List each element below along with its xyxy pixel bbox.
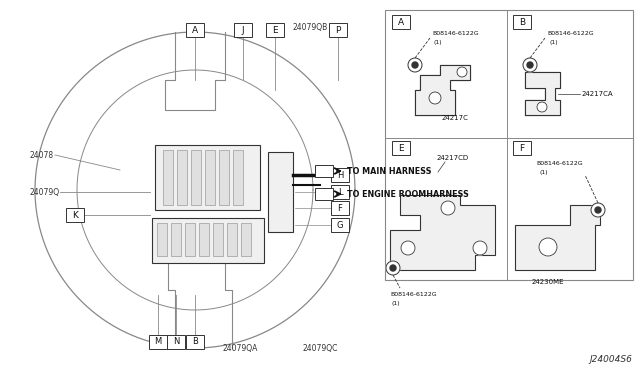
- Text: B08146-6122G: B08146-6122G: [390, 292, 436, 298]
- Text: 24079Q: 24079Q: [30, 187, 60, 196]
- Bar: [213, 223, 223, 256]
- Text: 24230ME: 24230ME: [532, 279, 564, 285]
- Text: F: F: [337, 203, 342, 212]
- Bar: [315, 188, 333, 200]
- Bar: [205, 150, 215, 205]
- Polygon shape: [525, 72, 560, 115]
- Text: 24079QA: 24079QA: [222, 343, 258, 353]
- Bar: [227, 223, 237, 256]
- Bar: [513, 15, 531, 29]
- Bar: [315, 165, 333, 177]
- Text: M: M: [154, 337, 162, 346]
- Text: B: B: [519, 17, 525, 26]
- Text: 24078: 24078: [30, 151, 54, 160]
- Bar: [234, 23, 252, 37]
- Circle shape: [527, 62, 533, 68]
- Text: E: E: [272, 26, 278, 35]
- Circle shape: [537, 102, 547, 112]
- Bar: [266, 23, 284, 37]
- Bar: [186, 335, 204, 349]
- Circle shape: [457, 67, 467, 77]
- Polygon shape: [415, 65, 470, 115]
- Bar: [155, 145, 260, 210]
- Bar: [331, 185, 349, 199]
- Circle shape: [408, 58, 422, 72]
- Circle shape: [523, 58, 537, 72]
- Bar: [233, 150, 243, 205]
- Text: J: J: [242, 26, 244, 35]
- Text: B: B: [192, 337, 198, 346]
- Bar: [66, 208, 84, 222]
- Text: P: P: [335, 26, 340, 35]
- Polygon shape: [515, 205, 600, 270]
- Text: K: K: [72, 211, 78, 219]
- Text: 24217CA: 24217CA: [582, 91, 614, 97]
- Text: B08146-6122G: B08146-6122G: [547, 31, 594, 35]
- Text: 24079QC: 24079QC: [302, 343, 338, 353]
- Bar: [191, 150, 201, 205]
- Bar: [392, 141, 410, 155]
- Circle shape: [441, 201, 455, 215]
- Text: B08146-6122G: B08146-6122G: [432, 31, 479, 35]
- Circle shape: [412, 62, 418, 68]
- Text: B08146-6122G: B08146-6122G: [536, 160, 582, 166]
- Bar: [392, 15, 410, 29]
- Text: 24079QB: 24079QB: [292, 22, 328, 32]
- Text: 24217CD: 24217CD: [437, 155, 469, 161]
- Text: (1): (1): [434, 39, 443, 45]
- Circle shape: [386, 261, 400, 275]
- Bar: [149, 335, 167, 349]
- Text: (1): (1): [540, 170, 548, 174]
- Circle shape: [539, 238, 557, 256]
- Bar: [167, 335, 185, 349]
- Bar: [152, 218, 264, 263]
- Text: G: G: [337, 221, 343, 230]
- Text: (1): (1): [549, 39, 557, 45]
- Circle shape: [390, 265, 396, 271]
- Circle shape: [401, 241, 415, 255]
- Bar: [241, 223, 251, 256]
- Text: TO MAIN HARNESS: TO MAIN HARNESS: [347, 167, 431, 176]
- Text: 24217C: 24217C: [442, 115, 468, 121]
- Bar: [157, 223, 167, 256]
- Bar: [331, 218, 349, 232]
- Bar: [177, 150, 187, 205]
- Bar: [163, 150, 173, 205]
- Text: A: A: [398, 17, 404, 26]
- Bar: [171, 223, 181, 256]
- Text: F: F: [520, 144, 525, 153]
- Text: N: N: [173, 337, 179, 346]
- Bar: [329, 23, 347, 37]
- Text: J24004S6: J24004S6: [589, 356, 632, 365]
- Polygon shape: [390, 195, 495, 270]
- Text: TO ENGINE ROOMHARNESS: TO ENGINE ROOMHARNESS: [347, 189, 469, 199]
- Circle shape: [591, 203, 605, 217]
- Bar: [185, 223, 195, 256]
- Bar: [186, 23, 204, 37]
- Bar: [199, 223, 209, 256]
- Bar: [219, 150, 229, 205]
- Circle shape: [429, 92, 441, 104]
- Bar: [513, 141, 531, 155]
- Bar: [331, 168, 349, 182]
- Bar: [385, 10, 633, 280]
- Text: A: A: [192, 26, 198, 35]
- Bar: [268, 152, 293, 232]
- Text: L: L: [338, 187, 342, 196]
- Text: H: H: [337, 170, 343, 180]
- Bar: [331, 201, 349, 215]
- Text: (1): (1): [392, 301, 401, 305]
- Circle shape: [595, 207, 601, 213]
- Text: E: E: [398, 144, 404, 153]
- Circle shape: [473, 241, 487, 255]
